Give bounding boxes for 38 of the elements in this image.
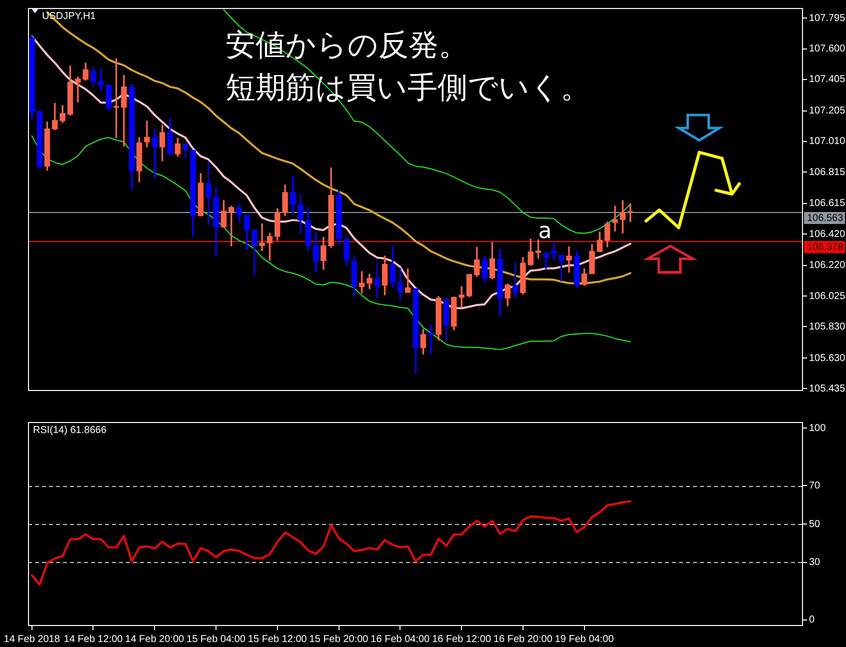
x-tick-label: 15 Feb 04:00 bbox=[186, 634, 246, 645]
candlestick bbox=[259, 224, 265, 251]
candlestick bbox=[144, 120, 150, 148]
candlestick bbox=[566, 246, 572, 273]
ref-line-label: 106.378 bbox=[807, 242, 844, 253]
x-tick-label: 19 Feb 04:00 bbox=[554, 634, 614, 645]
y-tick-label: 100 bbox=[809, 422, 826, 434]
y-tick-label: 107.205 bbox=[809, 106, 846, 117]
y-tick-label: 70 bbox=[809, 480, 821, 492]
y-tick-label: 105.830 bbox=[809, 321, 846, 332]
x-tick-label: 14 Feb 20:00 bbox=[125, 634, 185, 645]
x-tick-label: 14 Feb 12:00 bbox=[64, 634, 124, 645]
y-tick-label: 106.420 bbox=[809, 228, 846, 240]
y-tick-label: 107.405 bbox=[809, 74, 846, 86]
y-tick-label: 107.795 bbox=[809, 12, 846, 24]
y-tick-label: 106.220 bbox=[809, 260, 846, 272]
x-tick-label: 16 Feb 04:00 bbox=[370, 634, 430, 645]
y-tick-label: 106.815 bbox=[809, 166, 846, 178]
x-tick-label: 15 Feb 12:00 bbox=[248, 634, 308, 645]
y-tick-label: 0 bbox=[809, 614, 815, 626]
annotation: a bbox=[538, 218, 552, 244]
y-tick-label: 106.615 bbox=[809, 198, 846, 210]
candlestick bbox=[458, 286, 464, 308]
y-tick-label: 106.025 bbox=[809, 290, 846, 302]
y-tick-label: 30 bbox=[809, 557, 821, 568]
y-tick-label: 107.010 bbox=[809, 136, 846, 148]
x-tick-label: 15 Feb 20:00 bbox=[309, 634, 369, 645]
x-tick-label: 14 Feb 2018 bbox=[4, 634, 60, 645]
candlestick bbox=[543, 252, 549, 270]
candlestick bbox=[612, 206, 618, 232]
chart-title: RSI(14) 61.8666 bbox=[33, 424, 107, 436]
x-tick-label: 16 Feb 20:00 bbox=[493, 634, 553, 645]
y-tick-label: 105.435 bbox=[809, 383, 846, 394]
y-tick-label: 107.600 bbox=[809, 44, 846, 55]
y-tick-label: 50 bbox=[809, 518, 821, 530]
y-tick-label: 105.630 bbox=[809, 352, 846, 364]
ref-line-label: 106.563 bbox=[807, 212, 844, 224]
x-tick-label: 16 Feb 12:00 bbox=[432, 634, 492, 645]
